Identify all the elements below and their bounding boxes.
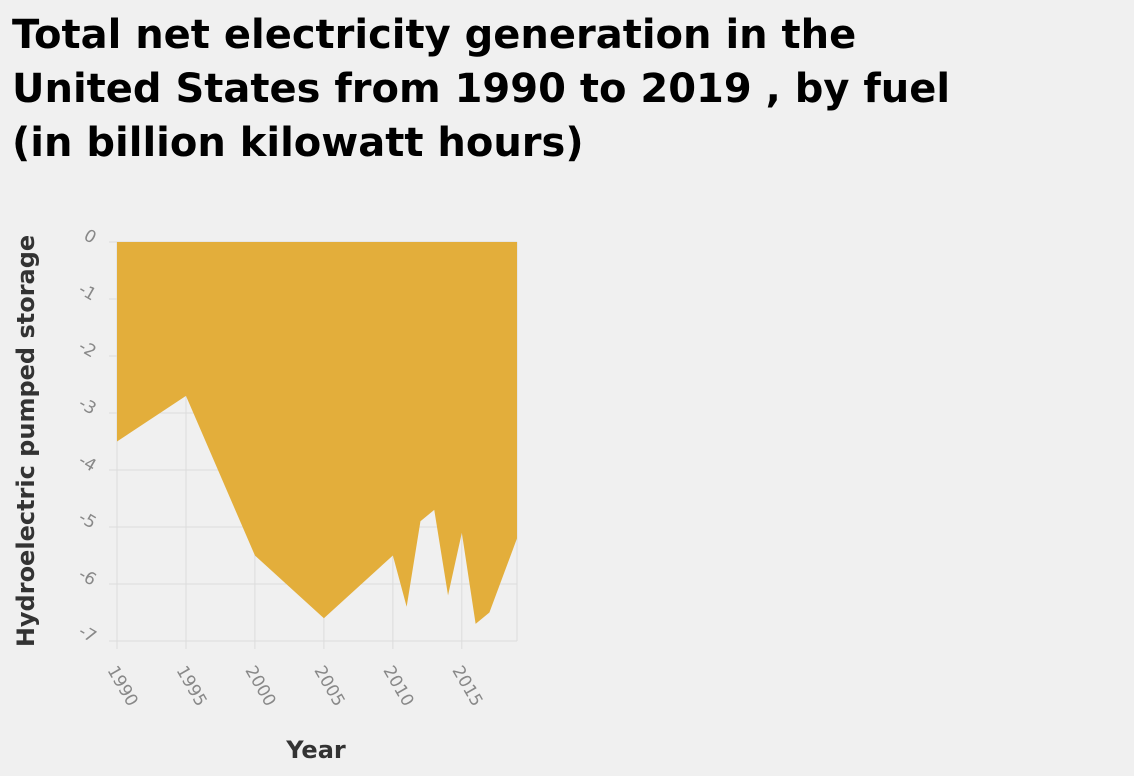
chart-title-line-1: Total net electricity generation in the [12,12,857,58]
y-tick-label: -1 [75,280,100,306]
x-tick-label: 1990 [103,663,142,710]
chart-title-line-3: (in billion kilowatt hours) [12,120,584,166]
y-tick-labels: 0 -1 -2 -3 -4 -5 -6 -7 [75,226,100,648]
y-tick-label: -2 [75,337,100,363]
y-tick-label: -3 [75,394,100,420]
x-tick-label: 2000 [241,663,280,710]
x-tick-label: 2015 [447,663,486,710]
y-tick-label: -5 [75,508,100,534]
y-tick-label: -6 [75,565,100,591]
y-tick-label: -7 [75,622,100,648]
y-tick-label: 0 [80,226,99,249]
x-axis-label: Year [285,736,346,764]
x-tick-label: 2010 [379,663,418,710]
area-series [117,242,517,624]
x-tick-label: 2005 [310,663,349,710]
x-tick-labels: 1990 1995 2000 2005 2010 2015 [103,663,487,710]
x-tick-label: 1995 [172,663,211,710]
chart-title-line-2: United States from 1990 to 2019 , by fue… [12,66,951,112]
chart-title: Total net electricity generation in the … [12,8,1132,170]
y-axis-label: Hydroelectric pumped storage [12,235,40,647]
y-tick-label: -4 [75,451,100,477]
